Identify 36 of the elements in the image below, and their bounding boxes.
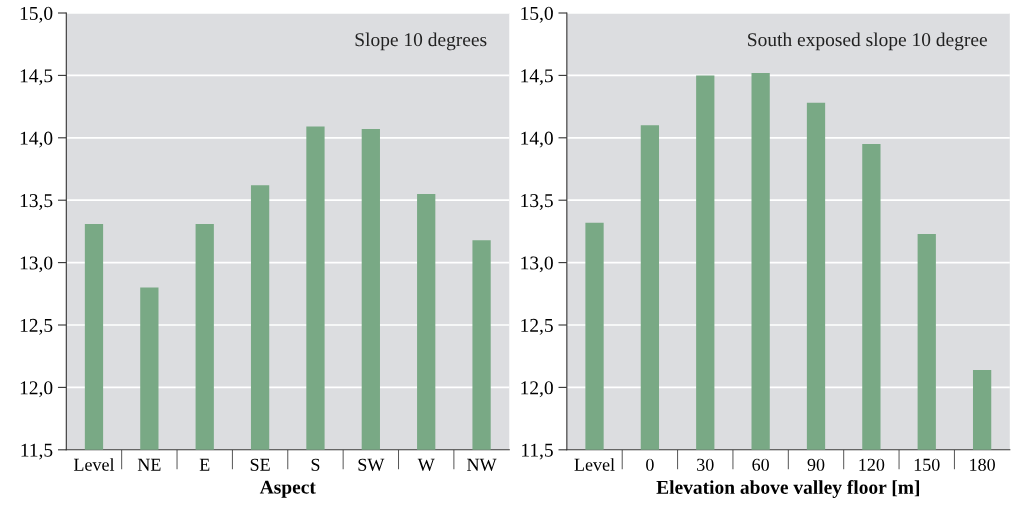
- x-tick-label: SE: [250, 458, 270, 471]
- y-tick-label: 12,5: [20, 318, 53, 335]
- x-axis-title: Elevation above valley floor [m]: [656, 480, 920, 498]
- x-tick-label: Level: [73, 458, 115, 471]
- x-tick-label: E: [199, 458, 210, 471]
- y-tick-label: 11,5: [522, 443, 553, 460]
- x-tick-label: SW: [358, 458, 385, 471]
- x-axis-title: Aspect: [259, 480, 316, 498]
- x-tick-label: 90: [807, 458, 825, 471]
- y-tick-label: 15,0: [521, 6, 553, 23]
- annotation: Slope 10 degrees: [355, 32, 487, 51]
- annotation: South exposed slope 10 degree: [748, 32, 987, 51]
- y-tick-label: 14,5: [20, 69, 53, 86]
- x-tick-label: 0: [646, 458, 654, 471]
- y-tick-label: 13,0: [20, 256, 53, 273]
- y-tick-label: 12,0: [20, 381, 53, 398]
- x-tick-label: 30: [697, 458, 714, 471]
- x-tick-label: W: [417, 458, 435, 471]
- x-tick-label: 150: [914, 458, 940, 471]
- x-tick-label: 180: [970, 458, 995, 471]
- y-tick-label: 14,5: [521, 69, 553, 86]
- y-tick-label: 13,0: [521, 256, 553, 273]
- x-tick-label: 60: [752, 458, 769, 471]
- y-tick-label: 13,5: [20, 194, 53, 210]
- y-tick-label: 15,0: [20, 6, 53, 23]
- x-tick-label: NE: [137, 458, 161, 471]
- y-tick-label: 12,0: [521, 381, 553, 398]
- y-tick-label: 12,5: [521, 318, 553, 335]
- x-tick-label: NW: [467, 458, 497, 471]
- y-tick-label: 14,0: [521, 131, 553, 148]
- x-tick-label: Level: [574, 458, 615, 471]
- x-tick-label: S: [311, 458, 320, 471]
- y-tick-label: 11,5: [21, 443, 53, 460]
- y-tick-label: 14,0: [20, 131, 53, 148]
- x-tick-label: 120: [859, 458, 885, 471]
- y-tick-label: 13,5: [521, 194, 553, 210]
